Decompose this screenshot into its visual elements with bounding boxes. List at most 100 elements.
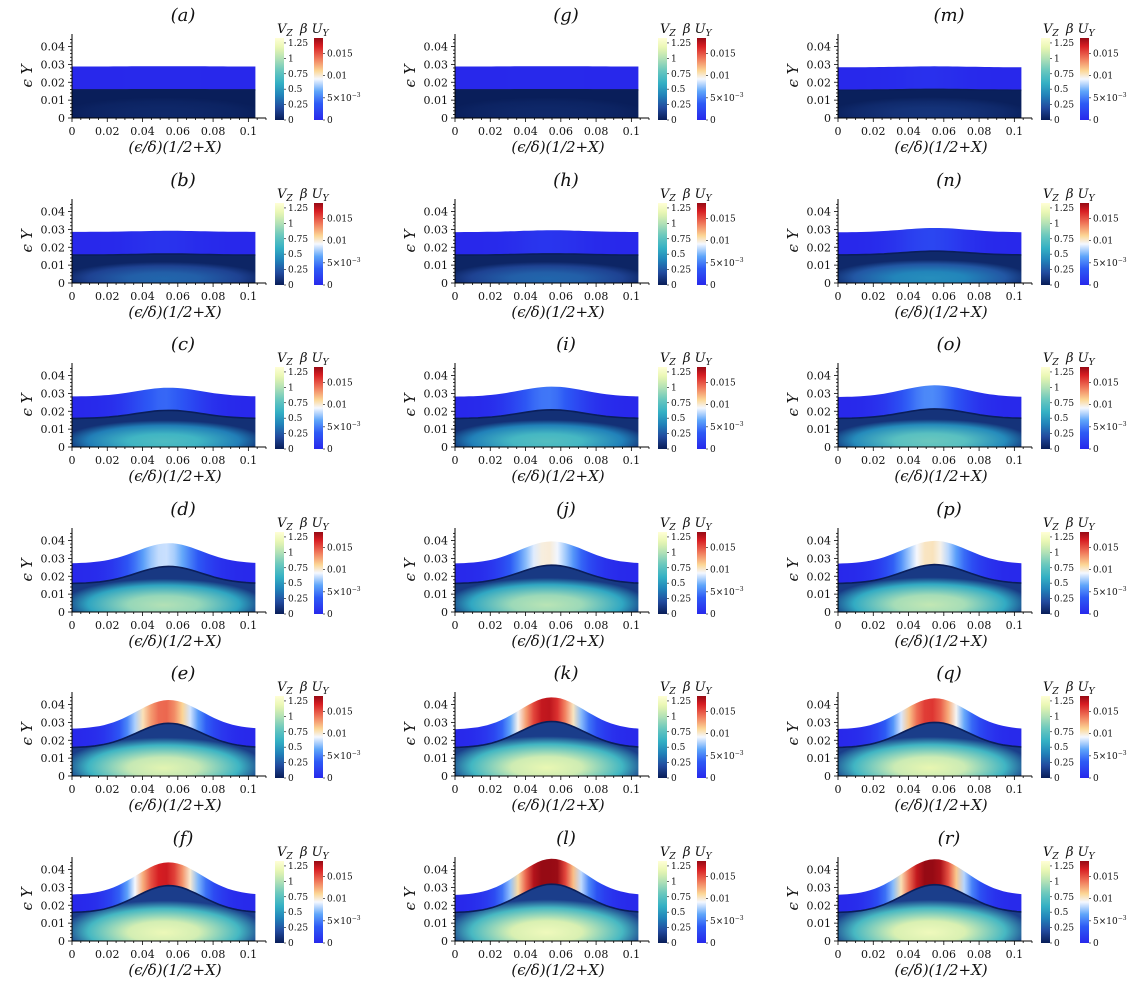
colorbar-uy-tick-label: 0.01	[1093, 895, 1113, 905]
lower-layer-field	[72, 254, 256, 283]
x-tick-label: 0	[452, 290, 459, 303]
colorbar-vz-tick-label: 0.25	[1054, 101, 1074, 111]
x-tick-label: 0.06	[166, 619, 191, 632]
x-tick-label: 0.02	[478, 783, 503, 796]
panel-title: (r)	[938, 828, 961, 849]
colorbar-uy-tick-label: 0.015	[327, 708, 353, 718]
y-tick-label: 0.03	[424, 881, 449, 894]
colorbar-uy-label: β UY	[682, 845, 713, 862]
panel-title: (i)	[556, 334, 576, 355]
x-tick-label: 0	[452, 948, 459, 961]
colorbar-vz-tick-label: 0	[1054, 774, 1060, 784]
colorbar-vz-tick-label: 0	[1054, 116, 1060, 126]
y-tick-label: 0	[441, 770, 448, 783]
y-axis-label: ϵ Y	[18, 391, 36, 416]
colorbar-vz	[1041, 367, 1050, 449]
y-tick-label: 0	[824, 112, 831, 125]
x-tick-label: 0.08	[584, 619, 609, 632]
colorbar-uy-tick-label: 0	[327, 939, 333, 949]
colorbar-vz-tick-label: 0.75	[288, 893, 308, 903]
upper-layer-field	[455, 386, 639, 419]
x-tick-label: 0.02	[478, 454, 503, 467]
interface-line	[71, 565, 256, 585]
y-tick-label: 0.03	[424, 223, 449, 236]
colorbar-vz-tick-label: 1.25	[1054, 368, 1074, 378]
y-tick-label: 0.04	[807, 535, 832, 548]
x-tick-label: 0.04	[513, 454, 538, 467]
x-tick-label: 0.1	[623, 290, 641, 303]
colorbar-uy-tick-label: 0	[1093, 281, 1099, 291]
x-tick-label: 0.02	[861, 619, 886, 632]
colorbar-vz-tick-label: 0.25	[671, 101, 691, 111]
colorbar-uy-tick-label: 0	[327, 281, 333, 291]
colorbar-uy	[697, 203, 706, 285]
y-axis-label: ϵ Y	[401, 556, 419, 581]
colorbar-vz-label: VZ	[1043, 845, 1059, 862]
y-tick-label: 0.04	[424, 370, 449, 383]
y-axis-label: ϵ Y	[784, 885, 802, 910]
colorbar-uy-tick-label: 5×10−3	[1093, 915, 1127, 927]
x-tick-label: 0.04	[130, 454, 155, 467]
y-tick-label: 0.01	[424, 259, 449, 272]
y-axis-label: ϵ Y	[401, 720, 419, 745]
colorbar-vz-tick-label: 0	[1054, 610, 1060, 620]
panel-j: (j) 0 0.02 0.04 0.06 0.08 0.1 0 0.01 0.02 0.03 0.04…	[401, 499, 744, 650]
x-tick-label: 0.08	[584, 290, 609, 303]
panel-g: (g) 0 0.02 0.04 0.06 0.08 0.1 0 0.01 0.02 0.03 0.04…	[401, 5, 744, 156]
colorbar-uy-tick-label: 0.015	[1093, 379, 1119, 389]
lower-layer-field	[838, 884, 1022, 941]
lower-layer-field	[455, 721, 639, 776]
colorbar-vz	[275, 38, 284, 120]
panel-d: (d) 0 0.02 0.04 0.06 0.08 0.1 0 0.01 0.02 0.03 0.04…	[18, 499, 361, 650]
x-tick-label: 0.06	[549, 948, 574, 961]
colorbar-vz-tick-label: 1	[1054, 548, 1060, 558]
y-tick-label: 0.03	[807, 387, 832, 400]
colorbar-uy-label: β UY	[1065, 187, 1096, 204]
colorbar-uy-tick-label: 0.015	[327, 50, 353, 60]
colorbar-vz-tick-label: 0	[1054, 281, 1060, 291]
colorbar-uy-tick-label: 5×10−3	[710, 750, 744, 762]
interface-line	[838, 250, 1022, 256]
x-axis-label: (ϵ/δ)(1/2+X)	[128, 467, 221, 485]
colorbar-vz	[275, 532, 284, 614]
colorbar-vz-tick-label: 0.5	[671, 908, 686, 918]
panel-c: (c) 0 0.02 0.04 0.06 0.08 0.1 0 0.01 0.02 0.03 0.04…	[18, 334, 361, 485]
colorbar-uy-tick-label: 0.01	[1093, 730, 1113, 740]
colorbar-uy-tick-label: 0.01	[1093, 401, 1113, 411]
interface-line	[455, 408, 639, 420]
colorbar-uy-label: β UY	[299, 22, 330, 39]
x-tick-label: 0.08	[201, 290, 226, 303]
x-tick-label: 0.08	[201, 948, 226, 961]
y-tick-label: 0.01	[807, 752, 832, 765]
lower-layer-field	[72, 723, 256, 776]
x-axis-label: (ϵ/δ)(1/2+X)	[894, 632, 987, 650]
lower-layer-field	[455, 884, 639, 941]
colorbar-uy-tick-label: 0.015	[327, 379, 353, 389]
colorbar-uy-tick-label: 5×10−3	[327, 421, 361, 433]
y-tick-label: 0.01	[807, 94, 832, 107]
colorbar-uy-tick-label: 5×10−3	[327, 915, 361, 927]
y-tick-label: 0	[441, 112, 448, 125]
y-tick-label: 0.02	[807, 734, 832, 747]
panel-title: (d)	[170, 499, 196, 520]
panel-title: (o)	[937, 334, 962, 355]
interface-line	[455, 253, 639, 256]
colorbar-vz-tick-label: 0.75	[1054, 893, 1074, 903]
colorbar-vz-tick-label: 0.5	[1054, 414, 1069, 424]
x-tick-label: 0.1	[240, 454, 258, 467]
colorbar-vz-tick-label: 1	[288, 219, 294, 229]
colorbar-uy-tick-label: 0	[327, 445, 333, 455]
x-tick-label: 0.08	[967, 619, 992, 632]
y-tick-label: 0.02	[424, 76, 449, 89]
y-tick-label: 0.01	[41, 588, 66, 601]
x-tick-label: 0.06	[166, 454, 191, 467]
x-tick-label: 0.1	[240, 783, 258, 796]
colorbar-uy-tick-label: 5×10−3	[1093, 750, 1127, 762]
interface-line	[837, 721, 1022, 749]
x-tick-label: 0.06	[932, 125, 957, 138]
colorbar-uy	[314, 38, 323, 120]
colorbar-uy-tick-label: 5×10−3	[327, 586, 361, 598]
colorbar-vz-tick-label: 1.25	[1054, 533, 1074, 543]
x-axis-label: (ϵ/δ)(1/2+X)	[511, 632, 604, 650]
colorbar-vz-tick-label: 0	[1054, 939, 1060, 949]
